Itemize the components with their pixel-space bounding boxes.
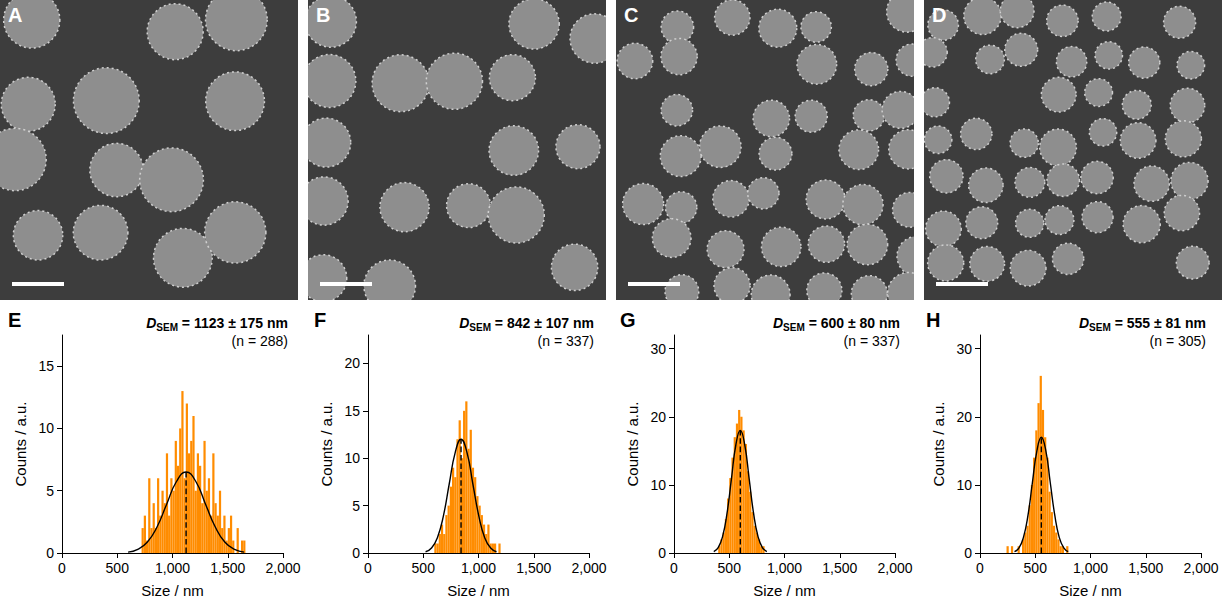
svg-text:2,000: 2,000 bbox=[571, 560, 606, 576]
svg-text:1,000: 1,000 bbox=[461, 560, 496, 576]
svg-text:20: 20 bbox=[344, 355, 360, 371]
svg-text:0: 0 bbox=[58, 560, 66, 576]
svg-text:Counts / a.u.: Counts / a.u. bbox=[12, 401, 29, 486]
svg-text:SEM: SEM bbox=[1089, 322, 1111, 333]
svg-text:Size / nm: Size / nm bbox=[447, 582, 510, 599]
svg-text:D: D bbox=[773, 315, 783, 331]
html-text:D: D bbox=[932, 4, 947, 26]
svg-text:Size / nm: Size / nm bbox=[141, 582, 204, 599]
svg-text:2,000: 2,000 bbox=[265, 560, 300, 576]
html-text:B: B bbox=[316, 4, 331, 26]
svg-text:500: 500 bbox=[1024, 560, 1048, 576]
svg-text:10: 10 bbox=[956, 477, 972, 493]
svg-text:(n = 305): (n = 305) bbox=[1150, 333, 1206, 349]
svg-text:5: 5 bbox=[46, 483, 54, 499]
html-text:F: F bbox=[314, 309, 327, 331]
svg-text:= 555 ± 81 nm: = 555 ± 81 nm bbox=[1111, 315, 1206, 331]
svg-text:Size / nm: Size / nm bbox=[753, 582, 816, 599]
svg-text:0: 0 bbox=[658, 545, 666, 561]
svg-text:Counts / a.u.: Counts / a.u. bbox=[318, 401, 335, 486]
svg-text:15: 15 bbox=[344, 403, 360, 419]
svg-text:Size / nm: Size / nm bbox=[1059, 582, 1122, 599]
svg-text:SEM: SEM bbox=[156, 322, 178, 333]
svg-text:0: 0 bbox=[364, 560, 372, 576]
html-text:A: A bbox=[8, 4, 23, 26]
svg-text:30: 30 bbox=[650, 341, 666, 357]
svg-text:D: D bbox=[459, 315, 469, 331]
svg-text:30: 30 bbox=[956, 341, 972, 357]
svg-text:1,000: 1,000 bbox=[1073, 560, 1108, 576]
svg-text:(n = 288): (n = 288) bbox=[232, 333, 288, 349]
svg-text:0: 0 bbox=[352, 545, 360, 561]
html-text:H: H bbox=[926, 309, 941, 331]
svg-text:10: 10 bbox=[38, 420, 54, 436]
svg-text:1,500: 1,500 bbox=[822, 560, 857, 576]
svg-text:5: 5 bbox=[352, 498, 360, 514]
svg-text:1,000: 1,000 bbox=[155, 560, 190, 576]
svg-text:10: 10 bbox=[344, 450, 360, 466]
svg-text:0: 0 bbox=[670, 560, 678, 576]
svg-text:(n = 337): (n = 337) bbox=[538, 333, 594, 349]
svg-text:500: 500 bbox=[106, 560, 130, 576]
svg-text:15: 15 bbox=[38, 358, 54, 374]
html-text:G: G bbox=[620, 309, 636, 331]
svg-text:Counts / a.u.: Counts / a.u. bbox=[624, 401, 641, 486]
html-text:E: E bbox=[8, 309, 22, 331]
svg-text:0: 0 bbox=[964, 545, 972, 561]
svg-text:2,000: 2,000 bbox=[877, 560, 912, 576]
svg-text:1,000: 1,000 bbox=[767, 560, 802, 576]
svg-text:20: 20 bbox=[956, 409, 972, 425]
svg-text:1,500: 1,500 bbox=[516, 560, 551, 576]
svg-text:D: D bbox=[146, 315, 156, 331]
svg-text:1,500: 1,500 bbox=[1128, 560, 1163, 576]
svg-text:Counts / a.u.: Counts / a.u. bbox=[930, 401, 947, 486]
svg-text:= 842 ± 107 nm: = 842 ± 107 nm bbox=[491, 315, 594, 331]
svg-text:= 600 ± 80 nm: = 600 ± 80 nm bbox=[805, 315, 900, 331]
svg-text:1,500: 1,500 bbox=[210, 560, 245, 576]
svg-text:= 1123 ± 175 nm: = 1123 ± 175 nm bbox=[178, 315, 288, 331]
svg-text:20: 20 bbox=[650, 409, 666, 425]
svg-text:0: 0 bbox=[976, 560, 984, 576]
svg-text:500: 500 bbox=[412, 560, 436, 576]
svg-text:SEM: SEM bbox=[783, 322, 805, 333]
svg-text:10: 10 bbox=[650, 477, 666, 493]
svg-text:D: D bbox=[1079, 315, 1089, 331]
svg-text:SEM: SEM bbox=[469, 322, 491, 333]
svg-text:(n = 337): (n = 337) bbox=[844, 333, 900, 349]
html-text:C: C bbox=[624, 4, 639, 26]
svg-text:0: 0 bbox=[46, 545, 54, 561]
svg-text:500: 500 bbox=[718, 560, 742, 576]
svg-text:2,000: 2,000 bbox=[1183, 560, 1218, 576]
